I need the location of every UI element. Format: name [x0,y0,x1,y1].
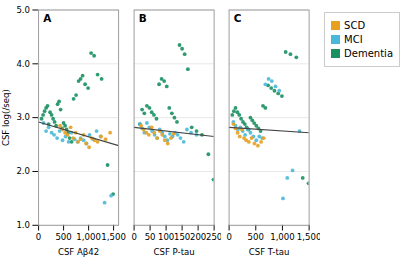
svg-text:500: 500 [55,232,71,242]
svg-text:B: B [139,12,147,24]
svg-text:1,000: 1,000 [270,232,295,242]
svg-text:0: 0 [36,232,41,242]
html-text:Dementia: Dementia [344,48,393,59]
svg-text:1.0: 1.0 [16,220,30,230]
svg-text:C: C [234,12,242,24]
html-text:MCI: MCI [344,34,363,45]
svg-text:100: 100 [158,232,174,242]
svg-text:150: 150 [174,232,190,242]
svg-text:0: 0 [131,232,136,242]
svg-text:5.0: 5.0 [16,5,30,15]
svg-text:2.0: 2.0 [16,166,30,176]
svg-text:1,500: 1,500 [101,232,125,242]
svg-text:500: 500 [248,232,264,242]
svg-text:CSF T-tau: CSF T-tau [249,247,290,257]
html-text:SCD: SCD [344,20,366,31]
svg-text:A: A [43,12,52,24]
svg-text:CSF Aβ42: CSF Aβ42 [58,247,99,257]
svg-text:CSF P-tau: CSF P-tau [153,247,194,257]
svg-text:CSF log(/seq): CSF log(/seq) [1,89,11,146]
svg-text:50: 50 [144,232,155,242]
svg-text:250: 250 [206,232,221,242]
svg-text:200: 200 [190,232,206,242]
svg-text:1,500: 1,500 [297,232,320,242]
svg-text:1,000: 1,000 [76,232,101,242]
svg-text:4.0: 4.0 [16,59,30,69]
svg-text:3.0: 3.0 [16,112,30,122]
svg-text:0: 0 [226,232,231,242]
